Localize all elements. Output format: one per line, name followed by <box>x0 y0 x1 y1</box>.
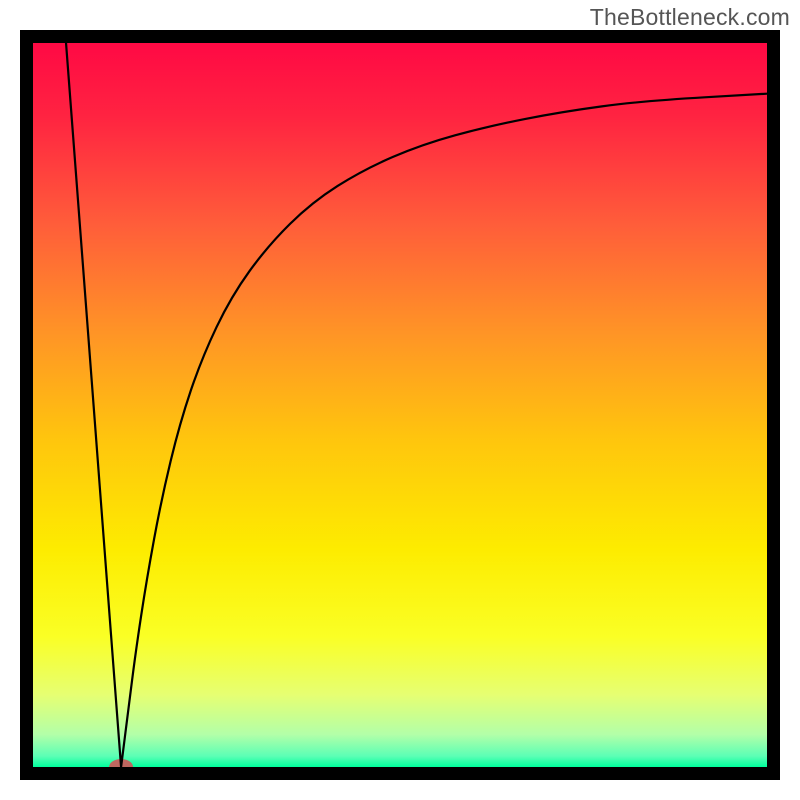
gradient-background <box>33 43 767 767</box>
chart-container: TheBottleneck.com <box>0 0 800 800</box>
bottleneck-chart <box>0 0 800 800</box>
